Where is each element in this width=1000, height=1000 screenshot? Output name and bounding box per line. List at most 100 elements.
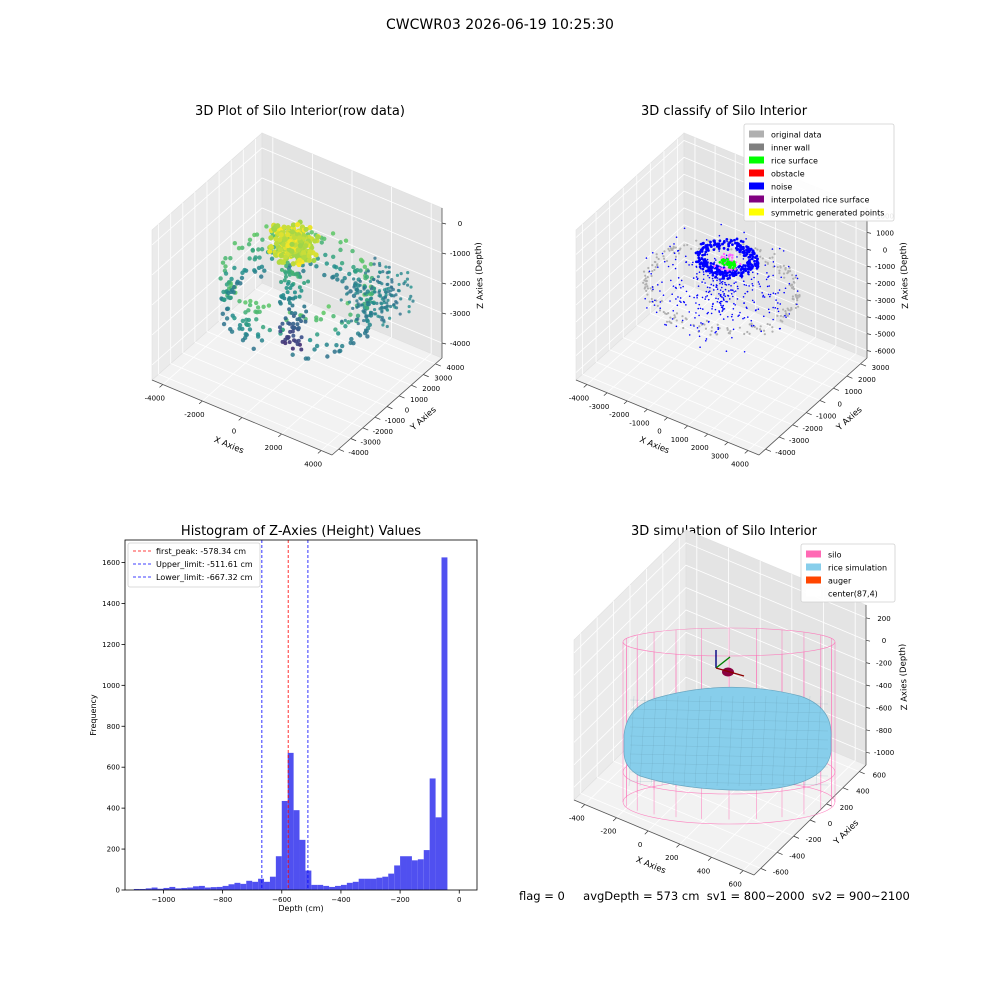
z-tick-label: -1000 [874,749,894,757]
noise-point [731,313,734,316]
data-point [240,245,245,250]
grid-line-y [596,776,778,853]
noise-point [698,330,700,332]
original-point [654,265,657,269]
data-point [369,296,374,300]
histogram-bar [204,887,211,890]
original-point [646,293,649,296]
data-point [359,303,363,307]
y-tick-label: 0 [828,820,832,828]
y-tick-label: 3000 [434,374,452,382]
data-point [295,342,300,347]
noise-point [777,292,779,294]
grid-line-x [747,353,857,451]
x-tick-label: 4000 [731,461,749,469]
noise-point [741,245,745,249]
silo-ring [622,627,836,657]
data-point [281,224,287,230]
rice-surface-point [731,266,735,270]
rice-surface-point [732,260,736,264]
original-point [787,271,790,274]
original-point [682,326,685,330]
original-point [782,272,786,275]
noise-point [725,238,729,241]
z-tick-label: -800 [876,727,892,735]
z-tick [865,729,871,732]
noise-point [720,286,723,289]
data-point [280,241,287,248]
noise-point [701,253,704,257]
noise-point [736,247,740,251]
original-point [798,295,801,298]
data-point [391,287,395,292]
rice-mesh-line [771,695,778,787]
grid-line-x [626,303,736,402]
data-point [397,282,401,287]
data-point [285,290,290,295]
original-point [794,306,798,310]
noise-point [741,240,745,244]
noise-point [717,326,719,329]
noise-point [707,321,710,323]
noise-point [718,239,722,243]
data-point [336,331,341,336]
rice-mesh-line [804,695,811,787]
noise-point [696,296,698,299]
noise-point [753,276,755,279]
data-point [313,252,319,258]
noise-point [698,303,701,306]
data-point [388,292,392,296]
z-tick-label: -4000 [450,340,470,348]
noise-point [735,244,739,248]
data-point [259,264,265,270]
noise-point [737,242,740,246]
noise-point [697,307,700,310]
noise-point [659,290,661,292]
rice-mesh-line [629,744,829,750]
data-point [290,346,295,351]
noise-point [662,294,665,296]
x-tick [704,433,708,438]
interpolated-point [733,268,737,271]
noise-point [700,262,704,266]
noise-point [702,273,705,276]
data-point [375,279,380,283]
noise-point [755,266,759,270]
data-point [303,243,309,249]
grid-line-z [575,258,868,356]
histogram-bar [216,886,223,890]
data-point [407,310,411,314]
grid-line-x [667,320,776,418]
y-tick-label: 2000 [858,376,876,384]
data-point [287,340,292,345]
noise-point [722,309,724,311]
noise-point [728,273,732,277]
data-point [239,275,245,281]
data-point [395,273,400,277]
original-point [761,257,764,260]
grid-line-z [575,241,868,340]
data-point [347,271,352,277]
original-point [788,270,792,273]
rice-surface-point [733,264,737,268]
noise-point [698,271,701,273]
noise-point [688,295,691,298]
data-point [324,261,329,266]
grid-line-y [677,288,861,365]
x-tick-label: -3000 [589,403,609,411]
data-point [307,337,313,343]
histogram-bar [133,888,140,890]
original-point [642,270,646,273]
original-point [709,333,712,336]
noise-point [711,308,713,310]
noise-point [718,301,721,304]
original-point [663,257,666,260]
original-point [644,277,647,280]
noise-point [722,304,725,307]
grid-line-x [647,311,756,410]
data-point [332,349,337,354]
data-point [386,275,390,279]
x-tick [278,433,282,438]
original-point [792,298,795,301]
original-point [704,327,708,330]
